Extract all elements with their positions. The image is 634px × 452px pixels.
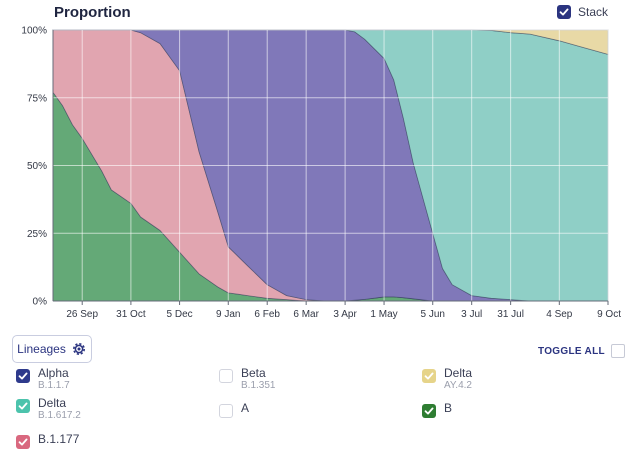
legend-checkbox[interactable] xyxy=(16,369,30,383)
lineages-button[interactable]: Lineages xyxy=(12,335,92,363)
toggle-all-label: TOGGLE ALL xyxy=(538,345,605,357)
legend-item-alpha[interactable]: Alpha B.1.1.7 xyxy=(16,367,70,392)
gear-icon xyxy=(72,343,85,355)
x-tick-label: 31 Oct xyxy=(116,309,146,320)
legend-name: Delta xyxy=(444,366,473,380)
x-tick-label: 3 Apr xyxy=(333,309,357,320)
legend-item-b[interactable]: B xyxy=(422,402,452,418)
x-tick-label: 1 May xyxy=(370,309,397,320)
proportion-chart: 100% 75% 50% 25% 0% 26 Sep 31 Oct 5 Dec 9 Jan 6 F… xyxy=(21,26,621,321)
legend-checkbox[interactable] xyxy=(422,369,436,383)
y-tick-label: 25% xyxy=(27,229,47,240)
x-tick-label: 31 Jul xyxy=(497,309,524,320)
legend-sub: AY.4.2 xyxy=(444,380,472,391)
legend-checkbox[interactable] xyxy=(422,404,436,418)
stack-toggle[interactable]: Stack xyxy=(557,3,608,21)
toggle-all-control[interactable]: TOGGLE ALL xyxy=(538,342,625,360)
check-icon xyxy=(18,402,28,410)
legend-name: A xyxy=(241,401,250,415)
stack-checkbox[interactable] xyxy=(557,5,571,19)
legend-name: Alpha xyxy=(38,366,69,380)
legend-item-delta-ay42[interactable]: Delta AY.4.2 xyxy=(422,367,472,392)
legend-name: Delta xyxy=(38,396,67,410)
legend-item-b1177[interactable]: B.1.177 xyxy=(16,433,79,449)
stack-label: Stack xyxy=(578,5,609,19)
legend-item-a[interactable]: A xyxy=(219,402,249,418)
check-icon xyxy=(559,8,569,16)
legend-sub: B.1.351 xyxy=(241,380,276,391)
x-tick-label: 4 Sep xyxy=(546,309,573,320)
x-tick-label: 6 Feb xyxy=(254,309,280,320)
legend-checkbox[interactable] xyxy=(219,404,233,418)
toggle-all-checkbox[interactable] xyxy=(610,344,625,358)
y-tick-label: 100% xyxy=(21,26,47,37)
check-icon xyxy=(18,438,28,446)
x-tick-label: 9 Jan xyxy=(216,309,240,320)
legend-checkbox[interactable] xyxy=(16,399,30,413)
y-tick-label: 0% xyxy=(33,297,48,308)
legend-checkbox[interactable] xyxy=(16,435,30,449)
check-icon xyxy=(424,372,434,380)
x-tick-label: 3 Jul xyxy=(461,309,482,320)
x-tick-label: 26 Sep xyxy=(66,309,98,320)
legend-name: B.1.177 xyxy=(38,432,80,446)
x-tick-label: 6 Mar xyxy=(293,309,319,320)
legend-checkbox[interactable] xyxy=(219,369,233,383)
x-tick-label: 5 Jun xyxy=(421,309,445,320)
check-icon xyxy=(424,407,434,415)
legend-item-delta-b16172[interactable]: Delta B.1.617.2 xyxy=(16,397,81,422)
lineages-label: Lineages xyxy=(17,342,66,356)
legend-sub: B.1.617.2 xyxy=(38,410,81,421)
legend-name: B xyxy=(444,401,453,415)
x-tick-label: 9 Oct xyxy=(597,309,621,320)
y-tick-label: 50% xyxy=(27,161,47,172)
chart-title: Proportion xyxy=(54,4,131,21)
legend-sub: B.1.1.7 xyxy=(38,380,70,391)
check-icon xyxy=(18,372,28,380)
x-tick-label: 5 Dec xyxy=(167,309,193,320)
y-tick-label: 75% xyxy=(27,93,47,104)
legend-item-beta[interactable]: Beta B.1.351 xyxy=(219,367,275,392)
legend-name: Beta xyxy=(241,366,266,380)
